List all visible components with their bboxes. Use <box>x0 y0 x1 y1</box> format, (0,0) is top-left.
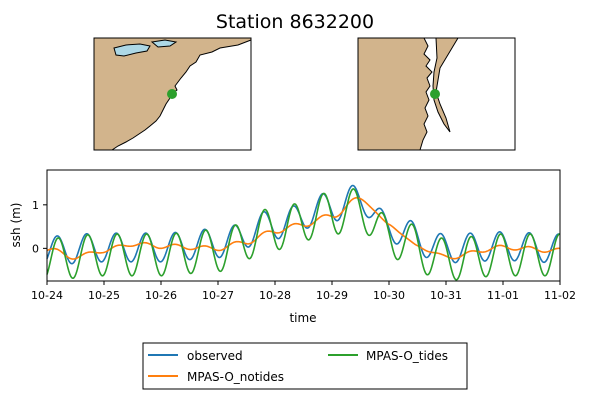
y-axis-ticks: 01 <box>32 199 47 255</box>
legend-label-notides: MPAS-O_notides <box>187 370 284 384</box>
timeseries-plot: 10-24 10-25 10-26 10-27 10-28 10-29 10-30 10-31… <box>9 169 576 325</box>
x-axis-label: time <box>289 311 316 325</box>
local-map <box>357 37 516 151</box>
local-map-land <box>357 37 433 151</box>
legend-label-tides: MPAS-O_tides <box>366 349 448 363</box>
x-tick-label: 10-29 <box>316 289 348 302</box>
x-tick-label: 10-24 <box>31 289 63 302</box>
series-line-mpas-o-tides <box>46 188 561 281</box>
legend-label-observed: observed <box>187 349 243 363</box>
y-tick-label: 1 <box>32 199 39 212</box>
plot-frame <box>46 169 561 282</box>
legend-box <box>142 342 468 390</box>
regional-map-lake <box>113 43 151 57</box>
x-axis-ticks: 10-24 10-25 10-26 10-27 10-28 10-29 10-30 10-31… <box>31 281 576 302</box>
x-tick-label: 10-28 <box>259 289 291 302</box>
y-tick-label: 0 <box>32 242 39 255</box>
x-tick-label: 10-27 <box>202 289 234 302</box>
series-line-observed <box>46 184 561 265</box>
regional-map-lake-2 <box>150 39 178 48</box>
x-tick-label: 10-30 <box>373 289 405 302</box>
x-tick-label: 10-25 <box>88 289 120 302</box>
station-marker <box>167 89 177 99</box>
regional-map <box>93 37 252 151</box>
series-line-mpas-o-notides <box>46 197 561 260</box>
x-tick-label: 10-26 <box>145 289 177 302</box>
x-tick-label: 10-31 <box>430 289 462 302</box>
y-axis-label: ssh (m) <box>9 203 23 248</box>
x-tick-label: 11-02 <box>544 289 576 302</box>
station-marker <box>430 89 440 99</box>
local-map-peninsula <box>432 37 459 133</box>
figure-title: Station 8632200 <box>216 11 374 33</box>
legend: observed MPAS-O_notides MPAS-O_tides <box>142 342 468 390</box>
plot-lines <box>46 184 561 281</box>
x-tick-label: 11-01 <box>487 289 519 302</box>
